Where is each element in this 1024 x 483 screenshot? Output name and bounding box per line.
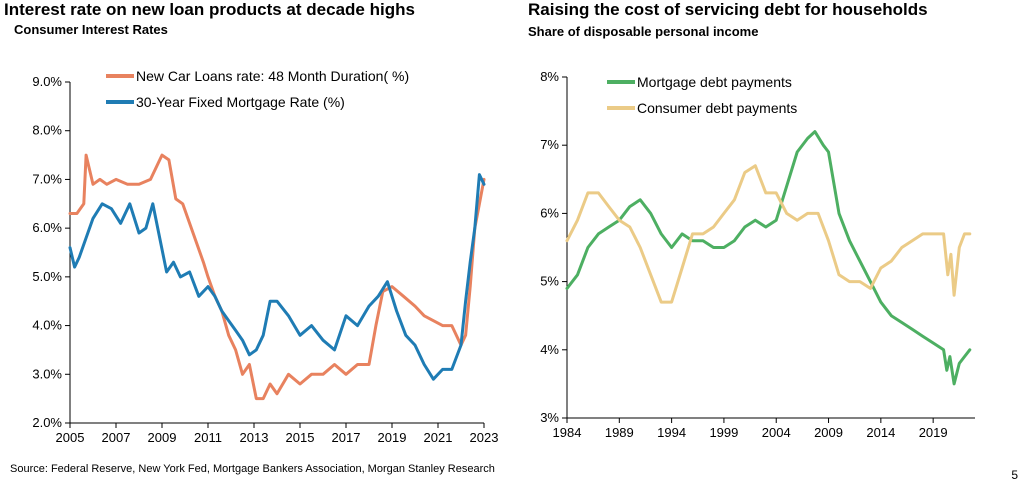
page-number: 5 bbox=[1011, 468, 1018, 482]
chart0-x-tick-label: 2017 bbox=[332, 430, 361, 445]
chart0-y-tick-label: 4.0% bbox=[32, 318, 62, 333]
chart1-x-tick-label: 1999 bbox=[709, 425, 738, 440]
source-note: Source: Federal Reserve, New York Fed, M… bbox=[10, 463, 495, 475]
chart1-x-tick-label: 2014 bbox=[866, 425, 895, 440]
right-chart: 3% 4% 5% 6% 7% 8% 1984 1989 1994 1999 2004 2009 2014… bbox=[540, 69, 975, 440]
chart1-legend-label-1: Consumer debt payments bbox=[637, 100, 797, 116]
chart0-legend-label-0: New Car Loans rate: 48 Month Duration( %… bbox=[136, 68, 409, 84]
chart1-x-tick-label: 1989 bbox=[605, 425, 634, 440]
left-chart: 2.0% 3.0% 4.0% 5.0% 6.0% 7.0% 8.0% 9.0% 2005 2007… bbox=[32, 68, 499, 445]
chart1-series-line-1 bbox=[565, 164, 972, 304]
chart0-y-tick-label: 8.0% bbox=[32, 123, 62, 138]
chart1-y-tick-label: 6% bbox=[540, 205, 559, 220]
left-chart-subtitle: Consumer Interest Rates bbox=[14, 22, 168, 37]
chart0-x-tick-label: 2021 bbox=[424, 430, 453, 445]
chart1-x-tick-label: 2019 bbox=[919, 425, 948, 440]
chart1-x-tick-label: 1994 bbox=[657, 425, 686, 440]
chart0-x-tick-label: 2007 bbox=[102, 430, 131, 445]
chart1-x-tick-label: 2004 bbox=[762, 425, 791, 440]
chart0-y-tick-label: 5.0% bbox=[32, 269, 62, 284]
chart0-x-tick-label: 2011 bbox=[194, 430, 222, 445]
chart0-y-tick-label: 2.0% bbox=[32, 415, 62, 430]
chart0-x-tick-label: 2013 bbox=[240, 430, 269, 445]
chart1-x-tick-label: 2009 bbox=[814, 425, 843, 440]
chart0-x-tick-label: 2009 bbox=[148, 430, 177, 445]
chart0-series-line-1 bbox=[68, 173, 486, 381]
chart1-y-tick-label: 5% bbox=[540, 274, 559, 289]
chart1-y-tick-label: 4% bbox=[540, 342, 559, 357]
chart0-x-tick-label: 2019 bbox=[378, 430, 407, 445]
chart1-y-tick-label: 7% bbox=[540, 137, 559, 152]
right-chart-title: Raising the cost of servicing debt for h… bbox=[528, 0, 928, 19]
chart0-series-line-0 bbox=[68, 153, 486, 401]
chart1-x-tick-label: 1984 bbox=[553, 425, 582, 440]
chart1-legend-label-0: Mortgage debt payments bbox=[637, 74, 792, 90]
chart0-x-tick-label: 2005 bbox=[56, 430, 85, 445]
chart0-y-tick-label: 9.0% bbox=[32, 74, 62, 89]
chart1-y-tick-label: 8% bbox=[540, 69, 559, 84]
chart0-y-tick-label: 6.0% bbox=[32, 220, 62, 235]
chart0-legend-label-1: 30-Year Fixed Mortgage Rate (%) bbox=[136, 94, 345, 110]
chart1-y-tick-label: 3% bbox=[540, 410, 559, 425]
chart1-series-line-0 bbox=[565, 130, 972, 386]
left-chart-title: Interest rate on new loan products at de… bbox=[4, 0, 415, 19]
right-chart-subtitle: Share of disposable personal income bbox=[528, 24, 759, 39]
chart0-y-tick-label: 3.0% bbox=[32, 366, 62, 381]
chart0-y-tick-label: 7.0% bbox=[32, 171, 62, 186]
chart0-x-tick-label: 2015 bbox=[286, 430, 315, 445]
chart0-x-tick-label: 2023 bbox=[470, 430, 499, 445]
